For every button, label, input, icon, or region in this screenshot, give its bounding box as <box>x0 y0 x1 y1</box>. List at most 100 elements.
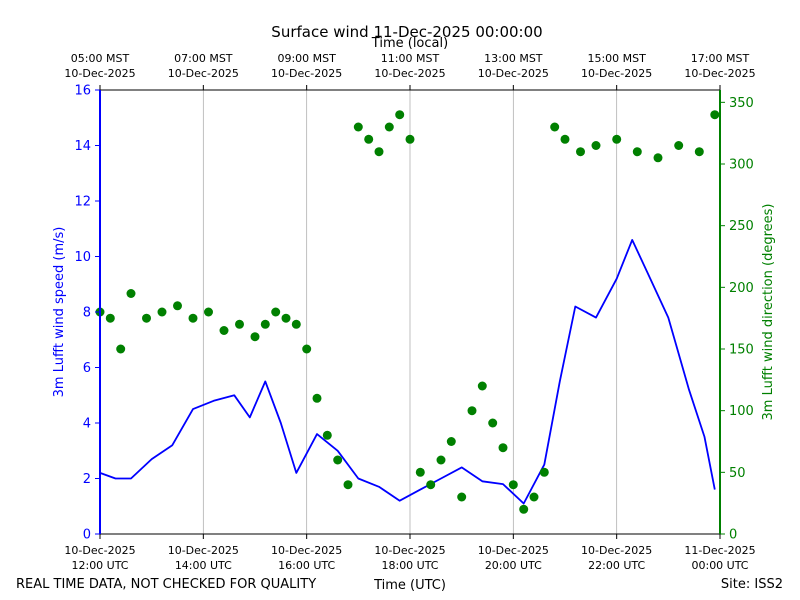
top-tick-time: 17:00 MST <box>691 52 750 65</box>
wind-direction-point <box>291 319 301 329</box>
x-tick-date: 10-Dec-2025 <box>478 544 549 557</box>
y-right-tick-label: 0 <box>729 528 737 543</box>
x-tick-date: 11-Dec-2025 <box>684 544 755 557</box>
wind-direction-point <box>126 289 136 298</box>
left-axis-label: 3m Lufft wind speed (m/s) <box>52 227 67 398</box>
wind-direction-point <box>250 332 260 342</box>
top-tick-time: 07:00 MST <box>174 52 233 65</box>
top-tick-date: 10-Dec-2025 <box>64 67 135 80</box>
x-tick-time: 16:00 UTC <box>278 559 335 572</box>
x-tick-time: 20:00 UTC <box>485 559 542 572</box>
top-tick-time: 05:00 MST <box>71 52 130 65</box>
y-right-tick-label: 350 <box>729 96 754 111</box>
wind-direction-point <box>271 307 281 317</box>
wind-direction-point <box>116 344 126 354</box>
y-left-tick-label: 0 <box>83 528 91 543</box>
wind-direction-point <box>302 344 312 354</box>
x-tick-time: 14:00 UTC <box>175 559 232 572</box>
speed-series <box>99 238 716 505</box>
wind-direction-point <box>322 430 332 440</box>
x-tick-time: 18:00 UTC <box>381 559 438 572</box>
wind-direction-point <box>204 307 213 317</box>
y-right-tick-label: 150 <box>729 343 754 358</box>
y-left-tick-label: 6 <box>83 361 91 376</box>
x-tick-date: 10-Dec-2025 <box>168 544 239 557</box>
x-tick-time: 22:00 UTC <box>588 559 645 572</box>
wind-direction-point <box>436 455 446 465</box>
top-tick-date: 10-Dec-2025 <box>478 67 549 80</box>
chart-title: Surface wind 11-Dec-2025 00:00:00 <box>271 23 542 41</box>
top-tick-date: 10-Dec-2025 <box>684 67 755 80</box>
y-left-tick-label: 8 <box>83 306 91 321</box>
site-label: Site: ISS2 <box>721 577 783 592</box>
wind-direction-point <box>157 307 167 317</box>
wind-direction-point <box>415 467 425 477</box>
y-left-tick-label: 16 <box>74 84 91 99</box>
wind-direction-point <box>260 319 270 329</box>
left-axis-ticks: 0 2 4 6 8 10 12 14 16 <box>74 84 100 543</box>
y-left-tick-label: 2 <box>83 472 91 487</box>
x-tick-time: 12:00 UTC <box>71 559 128 572</box>
top-axis-label: Time (local) <box>371 36 448 51</box>
wind-direction-point <box>374 147 384 157</box>
top-tick-time: 09:00 MST <box>277 52 336 65</box>
wind-direction-point <box>105 313 115 323</box>
top-tick-time: 13:00 MST <box>484 52 543 65</box>
y-right-tick-label: 50 <box>729 466 746 481</box>
wind-direction-point <box>550 122 560 132</box>
wind-direction-point <box>694 147 704 157</box>
wind-direction-point <box>364 134 374 144</box>
quality-note: REAL TIME DATA, NOT CHECKED FOR QUALITY <box>16 577 316 592</box>
bottom-axis-label: Time (UTC) <box>373 578 446 593</box>
wind-direction-point <box>560 134 570 144</box>
wind-direction-point <box>446 437 456 446</box>
y-right-tick-label: 200 <box>729 281 754 296</box>
y-right-tick-label: 250 <box>729 219 754 234</box>
y-left-tick-label: 14 <box>74 139 91 154</box>
wind-direction-point <box>219 326 229 335</box>
wind-direction-point <box>612 134 622 144</box>
x-tick-date: 10-Dec-2025 <box>374 544 445 557</box>
top-tick-time: 11:00 MST <box>381 52 440 65</box>
wind-direction-point <box>674 141 684 150</box>
wind-direction-point <box>498 443 508 453</box>
wind-direction-point <box>710 110 720 120</box>
wind-direction-point <box>426 480 436 490</box>
right-axis-ticks: 0 50 100 150 200 250 300 350 <box>720 96 754 543</box>
wind-direction-point <box>477 381 487 391</box>
top-tick-date: 10-Dec-2025 <box>271 67 342 80</box>
wind-direction-point <box>343 480 353 490</box>
top-tick-date: 10-Dec-2025 <box>581 67 652 80</box>
x-tick-date: 10-Dec-2025 <box>64 544 135 557</box>
x-tick-date: 10-Dec-2025 <box>271 544 342 557</box>
wind-direction-point <box>467 406 477 416</box>
top-tick-date: 10-Dec-2025 <box>374 67 445 80</box>
wind-direction-point <box>281 313 291 323</box>
wind-direction-point <box>508 480 518 490</box>
y-left-tick-label: 4 <box>83 417 91 432</box>
wind-direction-point <box>384 122 394 132</box>
wind-direction-point <box>395 110 405 120</box>
top-tick-time: 15:00 MST <box>587 52 646 65</box>
wind-direction-point <box>333 455 343 465</box>
wind-direction-point <box>142 313 151 323</box>
vertical-grid <box>202 90 618 534</box>
top-tick-date: 10-Dec-2025 <box>168 67 239 80</box>
x-tick-date: 10-Dec-2025 <box>581 544 652 557</box>
wind-direction-point <box>405 134 415 144</box>
wind-direction-point <box>653 153 663 163</box>
y-right-tick-label: 100 <box>729 404 754 419</box>
y-left-tick-label: 12 <box>74 195 91 210</box>
wind-direction-point <box>632 147 642 157</box>
wind-direction-point <box>519 504 529 514</box>
y-right-tick-label: 300 <box>729 158 754 173</box>
wind-direction-point <box>312 393 322 403</box>
wind-direction-point <box>173 301 182 311</box>
bottom-axis-ticks: 10-Dec-2025 12:00 UTC 10-Dec-2025 14:00 UTC… <box>64 534 756 572</box>
wind-direction-point <box>539 467 549 477</box>
x-tick-time: 00:00 UTC <box>691 559 748 572</box>
y-left-tick-label: 10 <box>74 250 91 265</box>
wind-direction-point <box>529 492 539 502</box>
wind-direction-point <box>457 492 467 502</box>
